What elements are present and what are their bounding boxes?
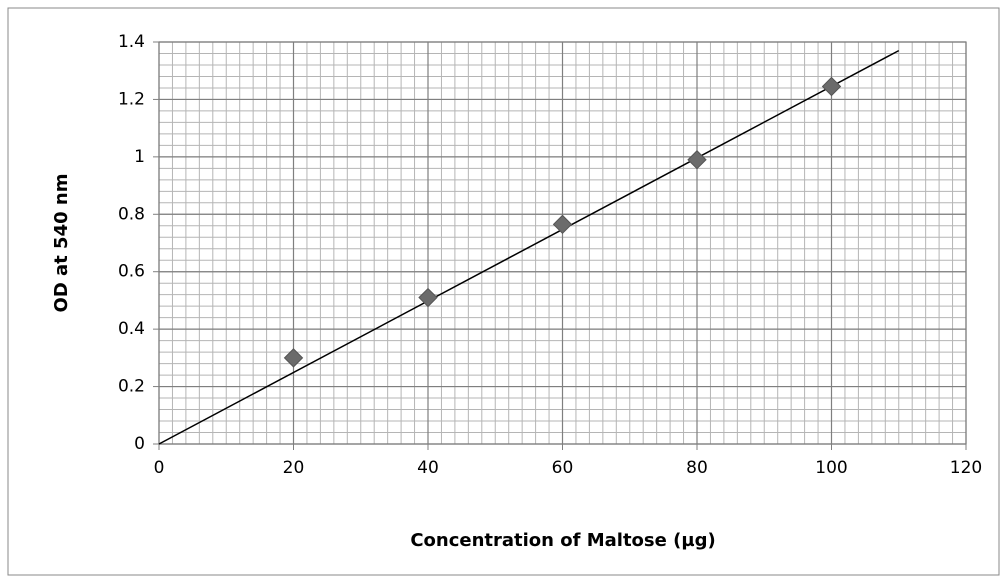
x-tick-label: 60 [552, 458, 574, 478]
data-point [687, 150, 707, 170]
data-point [283, 348, 304, 368]
y-tick-label: 1.4 [118, 32, 145, 52]
y-tick-label: 0.6 [118, 262, 145, 282]
x-tick-label: 80 [686, 458, 708, 478]
y-tick-label: 1 [134, 147, 145, 167]
chart-frame [7, 7, 1000, 576]
y-axis-label: OD at 540 nm [51, 174, 72, 313]
x-tick-label: 40 [417, 458, 439, 478]
x-tick-label: 100 [815, 458, 847, 478]
data-point [552, 214, 573, 235]
x-axis-label: Concentration of Maltose (µg) [410, 530, 715, 551]
x-tick-label: 120 [950, 458, 982, 478]
y-tick-label: 1.2 [118, 89, 145, 109]
data-point [821, 76, 842, 97]
trendline [158, 49, 900, 445]
y-tick-label: 0 [134, 434, 145, 454]
y-tick-label: 0.4 [118, 319, 145, 339]
y-tick-label: 0.8 [118, 204, 145, 224]
plot-frame [158, 41, 967, 445]
x-tick-label: 0 [154, 458, 165, 478]
y-tick-label: 0.2 [118, 377, 145, 397]
x-tick-label: 20 [283, 458, 305, 478]
data-point [418, 287, 438, 308]
